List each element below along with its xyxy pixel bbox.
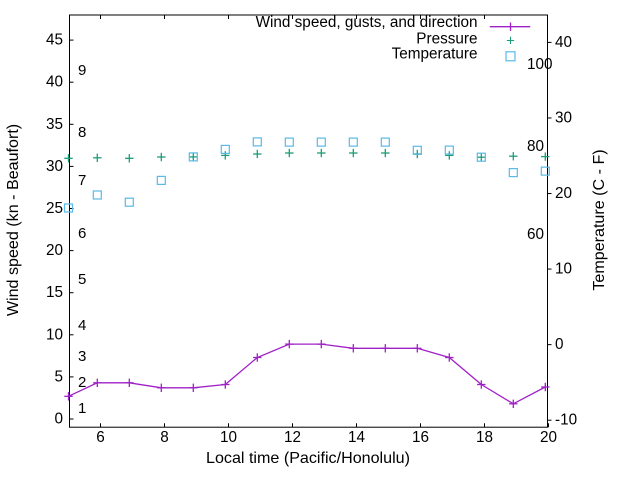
svg-text:30: 30 — [46, 158, 63, 175]
svg-text:Temperature (C - F): Temperature (C - F) — [590, 149, 608, 290]
svg-text:8: 8 — [160, 429, 169, 446]
svg-text:10: 10 — [555, 261, 572, 278]
svg-text:80: 80 — [527, 138, 544, 155]
svg-text:Temperature: Temperature — [392, 46, 478, 63]
svg-text:20: 20 — [540, 429, 557, 446]
svg-text:6: 6 — [96, 429, 105, 446]
svg-text:100: 100 — [527, 56, 553, 73]
svg-text:20: 20 — [555, 185, 572, 202]
svg-text:15: 15 — [46, 284, 63, 301]
svg-text:Local time (Pacific/Honolulu): Local time (Pacific/Honolulu) — [206, 449, 410, 467]
svg-text:40: 40 — [555, 34, 572, 51]
svg-text:60: 60 — [527, 226, 544, 243]
svg-text:12: 12 — [284, 429, 301, 446]
svg-text:5: 5 — [54, 368, 63, 385]
svg-text:9: 9 — [78, 62, 86, 79]
svg-text:20: 20 — [46, 242, 63, 259]
svg-text:Wind speed (kn - Beaufort): Wind speed (kn - Beaufort) — [4, 124, 22, 316]
svg-text:30: 30 — [555, 110, 572, 127]
svg-text:3: 3 — [78, 348, 86, 365]
svg-text:40: 40 — [46, 74, 63, 91]
svg-text:+: + — [506, 33, 515, 50]
svg-text:14: 14 — [348, 429, 366, 446]
svg-text:-10: -10 — [555, 412, 577, 429]
svg-text:8: 8 — [78, 124, 86, 141]
svg-text:25: 25 — [46, 200, 63, 217]
svg-text:0: 0 — [54, 411, 63, 428]
svg-text:0: 0 — [555, 336, 564, 353]
svg-text:16: 16 — [412, 429, 429, 446]
svg-text:7: 7 — [78, 172, 86, 189]
svg-text:4: 4 — [78, 317, 86, 334]
svg-text:6: 6 — [78, 225, 86, 242]
svg-text:45: 45 — [46, 32, 63, 49]
svg-text:1: 1 — [78, 400, 86, 417]
svg-text:5: 5 — [78, 271, 86, 288]
svg-text:10: 10 — [220, 429, 237, 446]
svg-text:35: 35 — [46, 116, 63, 133]
svg-text:Wind speed, gusts, and directi: Wind speed, gusts, and direction — [256, 14, 478, 31]
svg-text:10: 10 — [46, 326, 63, 343]
svg-text:18: 18 — [476, 429, 493, 446]
